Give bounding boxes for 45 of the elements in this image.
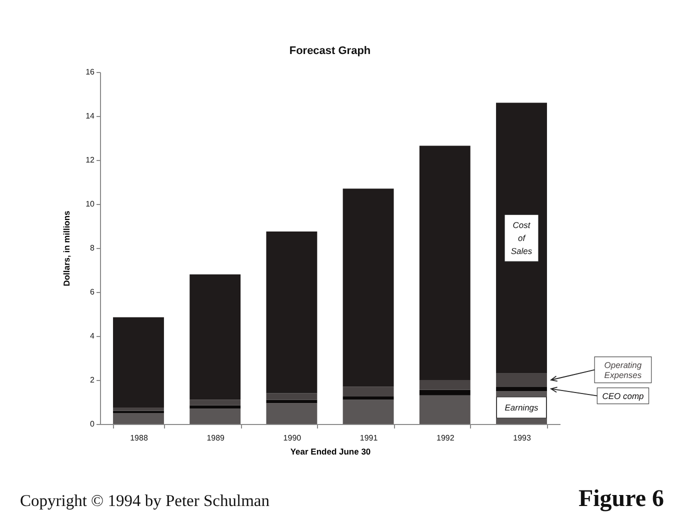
bar	[342, 386, 394, 396]
text: Operating Expenses	[604, 360, 642, 380]
bar	[266, 232, 318, 394]
bar	[190, 400, 241, 406]
y-axis-title: Dollars, in millions	[62, 210, 72, 286]
y-tick-label: 12	[86, 156, 96, 164]
bar	[190, 408, 241, 424]
bar	[419, 380, 470, 390]
y-tick-label: 14	[86, 112, 96, 120]
x-axis-title: Year Ended June 30	[290, 446, 371, 456]
text: Copyright © 1994 by Peter Schulman	[20, 491, 270, 510]
bar	[113, 408, 164, 411]
text: CEO comp	[602, 390, 644, 401]
x-tick-label: 1991	[360, 434, 378, 442]
bar	[419, 390, 470, 396]
bar	[342, 188, 394, 387]
bar	[266, 400, 318, 404]
series-label: Earnings	[504, 402, 540, 412]
x-tick-label: 1990	[283, 434, 302, 442]
bar	[496, 386, 547, 391]
bar	[266, 393, 318, 400]
y-tick-label: 4	[90, 332, 96, 340]
series-label: Cost of Sales	[510, 220, 533, 256]
bar	[419, 395, 470, 424]
caption: Figure 6	[578, 486, 664, 512]
bar	[342, 396, 394, 400]
y-tick-label: 16	[86, 68, 96, 76]
x-tick-label: 1989	[206, 434, 226, 442]
bar	[190, 274, 241, 400]
chart-title: Forecast Graph	[289, 45, 371, 57]
bar	[496, 373, 547, 387]
bar	[342, 400, 394, 424]
x-tick-label: 1988	[130, 434, 148, 442]
x-tick-label: 1992	[436, 434, 455, 442]
bar	[190, 405, 241, 409]
x-tick-label: 1993	[513, 434, 532, 442]
bar	[113, 413, 164, 424]
y-tick-label: 8	[90, 244, 96, 252]
y-tick-label: 2	[90, 376, 96, 384]
y-tick-label: 0	[90, 420, 96, 428]
bar	[266, 403, 318, 424]
bar	[419, 146, 470, 380]
y-tick-label: 6	[90, 288, 96, 296]
bar	[113, 317, 164, 408]
y-tick-label: 10	[86, 200, 96, 208]
